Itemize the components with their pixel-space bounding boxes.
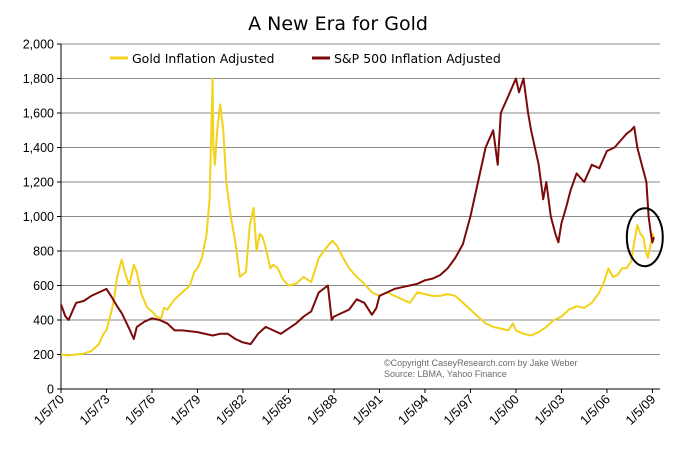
x-tick-label: 1/5/79 [167,392,203,428]
y-tick-label: 1,800 [23,72,54,86]
y-tick-label: 0 [47,383,54,397]
y-tick-label: 1,000 [23,210,54,224]
x-tick-label: 1/5/73 [76,392,112,428]
legend-label-gold: Gold Inflation Adjusted [132,51,274,66]
x-tick-label: 1/5/09 [622,392,658,428]
x-tick-label: 1/5/85 [258,392,294,428]
y-axis-ticks: 0 200 400 600 800 1,000 1,200 1,400 1,600 1,800 2,… [23,38,61,397]
x-tick-label: 1/5/88 [304,392,340,428]
copyright-note: ©Copyright CaseyResearch.com by Jake Web… [384,358,578,368]
source-note: Source: LBMA, Yahoo Finance [384,369,507,379]
gold-series-line [60,77,655,357]
legend-label-sp500: S&P 500 Inflation Adjusted [334,51,501,66]
x-tick-label: 1/5/82 [213,392,249,428]
axes [60,44,660,390]
y-tick-label: 1,200 [23,176,54,190]
x-tick-label: 1/5/03 [531,392,567,428]
x-tick-label: 1/5/94 [395,392,431,428]
y-tick-label: 1,400 [23,141,54,155]
x-axis-ticks: 1/5/70 1/5/73 1/5/76 1/5/79 1/5/82 1/5/85 1/5/… [31,389,659,428]
x-tick-label: 1/5/91 [349,392,385,428]
x-tick-label: 1/5/06 [577,392,613,428]
x-tick-label: 1/5/70 [31,392,67,428]
legend: Gold Inflation Adjusted S&P 500 Inflatio… [110,51,501,66]
y-tick-label: 400 [33,314,54,328]
y-tick-label: 200 [33,348,54,362]
grid-lines [61,43,660,355]
x-tick-label: 1/5/76 [122,392,158,428]
y-tick-label: 1,600 [23,107,54,121]
y-tick-label: 800 [33,245,54,259]
y-tick-label: 2,000 [23,38,54,52]
series-lines [60,77,655,357]
x-tick-label: 1/5/00 [486,392,522,428]
chart-title: A New Era for Gold [248,13,428,35]
sp500-series-line [60,77,655,346]
x-tick-label: 1/5/97 [440,392,476,428]
highlight-circle [625,207,664,268]
y-tick-label: 600 [33,279,54,293]
